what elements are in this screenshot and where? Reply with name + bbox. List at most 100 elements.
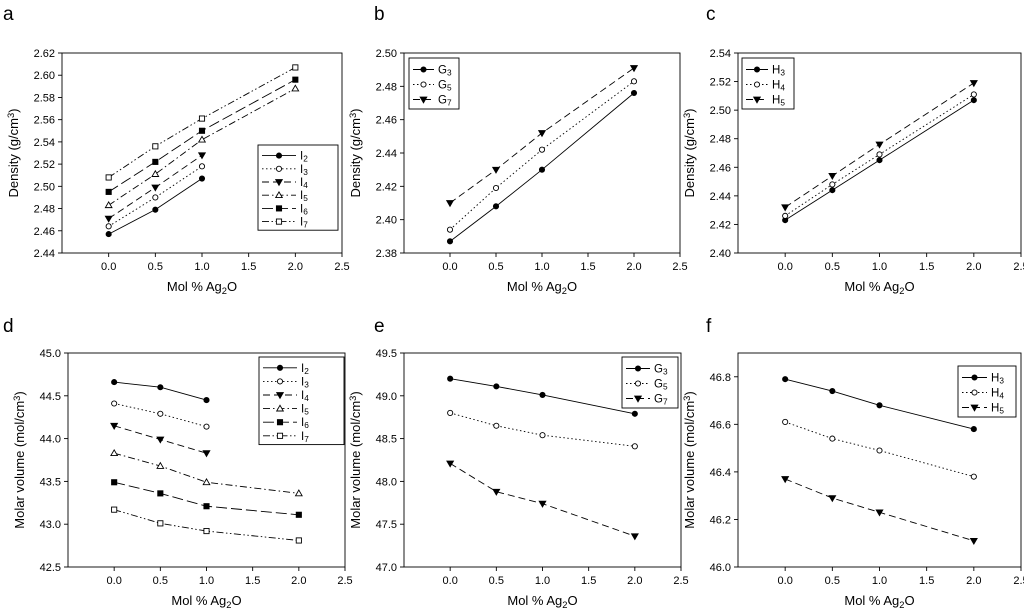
legend-marker: [276, 432, 284, 439]
x-tick-label: 2.5: [673, 575, 688, 587]
data-point: [631, 443, 638, 450]
series-2: [446, 78, 638, 233]
legend-entry: G7: [654, 394, 668, 407]
legend: G3 G5 G7: [621, 356, 679, 409]
data-point: [295, 537, 302, 544]
x-tick-label: 2.0: [627, 575, 642, 587]
data-point: [493, 422, 500, 429]
series-line: [785, 378, 974, 430]
legend-marker: [276, 364, 284, 371]
y-axis-label: Density (g/cm3): [348, 108, 363, 197]
series-2: [782, 91, 977, 219]
y-tick-label: 2.52: [710, 77, 731, 89]
x-tick-label: 1.0: [535, 575, 550, 587]
legend-marker: [275, 218, 283, 225]
data-point: [875, 141, 884, 149]
y-tick-label: 2.62: [34, 48, 55, 60]
data-point: [629, 65, 639, 73]
data-point: [105, 223, 112, 230]
legend-marker: [753, 81, 761, 88]
x-tick-label: 0.5: [489, 575, 504, 587]
series-line: [114, 509, 299, 541]
y-tick-label: 45.0: [40, 348, 61, 360]
series-6: [111, 506, 302, 544]
y-axis-label: Density (g/cm3): [682, 108, 697, 197]
series-2: [111, 400, 210, 430]
data-point: [829, 387, 836, 395]
legend-marker: [274, 179, 284, 187]
legend: H3 H4 H5: [957, 365, 1017, 418]
data-point: [157, 520, 164, 527]
x-tick-label: 0.5: [825, 261, 840, 273]
data-point: [970, 91, 977, 98]
legend-entry: I4: [301, 390, 309, 403]
y-tick-label: 47.0: [376, 562, 397, 574]
data-point: [294, 489, 303, 497]
x-tick-label: 0.0: [778, 575, 793, 587]
data-point: [875, 509, 884, 517]
data-point: [157, 410, 164, 417]
data-point: [111, 479, 118, 486]
x-tick-label: 0.5: [148, 261, 163, 273]
y-axis-label: Molar volume (mol/cm3): [682, 391, 697, 528]
legend-marker: [276, 378, 284, 385]
series-line: [108, 67, 296, 178]
data-point: [105, 174, 112, 181]
legend-marker: [274, 191, 284, 199]
chart-panel-f: f 0.0 0.5 1.0 1.5 2.0 2.5 46.0 46.2 46.4 46.6 46.8 M…: [682, 316, 1024, 608]
y-axis-label: Molar volume (mol/cm3): [12, 391, 27, 528]
legend-entry: G3: [438, 65, 452, 78]
legend-entry: H4: [772, 80, 785, 93]
y-tick-label: 2.46: [34, 226, 55, 238]
series-line: [784, 82, 975, 208]
legend-box: [957, 365, 1017, 418]
data-point: [104, 201, 113, 209]
series-line: [784, 99, 975, 221]
legend-entry: I6: [301, 417, 309, 430]
series-2: [105, 163, 206, 230]
x-axis-label: Mol % Ag2O: [171, 593, 241, 608]
series-6: [105, 64, 299, 181]
x-tick-label: 0.0: [443, 575, 458, 587]
data-point: [782, 376, 789, 383]
x-tick-label: 0.5: [153, 575, 168, 587]
legend-marker: [275, 392, 285, 400]
data-point: [539, 432, 546, 439]
legend-entry: I7: [300, 217, 308, 230]
data-point: [876, 157, 883, 164]
y-tick-label: 46.2: [710, 514, 731, 526]
legend-entry: H5: [991, 403, 1004, 416]
x-tick-label: 2.0: [291, 575, 306, 587]
panel-letter: f: [706, 316, 712, 337]
series-3: [445, 65, 639, 208]
data-point: [876, 402, 883, 409]
series-1: [782, 376, 977, 433]
series-line: [785, 421, 974, 478]
legend-entry: I6: [300, 203, 308, 216]
panel-letter: d: [3, 316, 14, 337]
legend-marker: [276, 419, 284, 426]
data-point: [152, 158, 159, 165]
y-tick-label: 46.4: [710, 467, 731, 479]
x-tick-label: 1.5: [580, 261, 595, 273]
legend-entry: H5: [772, 95, 785, 108]
x-tick-label: 1.0: [872, 261, 887, 273]
series-line: [784, 478, 974, 542]
legend-marker: [971, 389, 978, 396]
y-tick-label: 2.58: [34, 92, 55, 104]
legend-box: [257, 144, 339, 231]
series-1: [782, 97, 977, 224]
series-line: [449, 92, 635, 242]
legend-entry: I3: [301, 376, 309, 389]
data-point: [970, 473, 977, 480]
data-point: [203, 503, 210, 510]
data-point: [105, 231, 112, 238]
y-tick-label: 2.40: [376, 215, 397, 227]
data-point: [156, 461, 165, 469]
x-tick-label: 0.0: [101, 261, 116, 273]
data-point: [104, 215, 113, 223]
series-2: [782, 418, 977, 480]
data-point: [539, 391, 546, 398]
y-tick-label: 2.54: [34, 137, 55, 149]
